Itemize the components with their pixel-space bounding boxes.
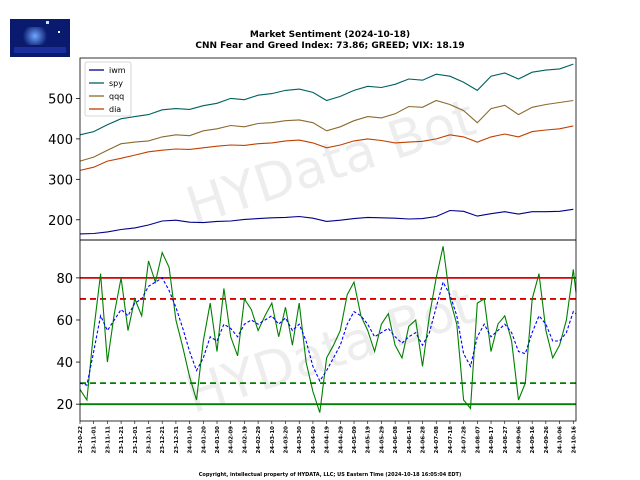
x-tick-label: 24-02-09 [229, 426, 235, 454]
sentiment-series-1 [79, 277, 577, 386]
x-tick-label: 23-11-11 [105, 426, 111, 454]
x-tick-label: 24-10-16 [571, 426, 577, 454]
x-tick-label: 23-10-22 [78, 426, 84, 454]
x-tick-label: 24-10-06 [558, 426, 564, 454]
y-tick-label-bottom: 60 [56, 314, 73, 329]
y-tick-label-top: 500 [48, 92, 73, 107]
y-tick-label-top: 400 [48, 133, 73, 148]
y-tick-label-bottom: 40 [56, 356, 73, 371]
x-tick-label: 24-06-28 [421, 426, 427, 454]
x-tick-label: 24-01-30 [215, 426, 221, 454]
x-tick-label: 24-07-28 [462, 426, 468, 454]
x-tick-label: 24-09-16 [530, 426, 536, 454]
legend-label-iwm: iwm [109, 66, 126, 75]
x-tick-label: 24-07-08 [434, 426, 440, 454]
x-tick-label: 24-08-17 [489, 426, 495, 454]
legend-label-dia: dia [109, 105, 121, 114]
series-line-dia [79, 125, 574, 171]
chart-title-line2: CNN Fear and Greed Index: 73.86; GREED; … [195, 41, 465, 51]
x-tick-label: 24-04-19 [325, 426, 331, 454]
y-tick-label-bottom: 20 [56, 398, 73, 413]
x-tick-label: 24-07-18 [448, 426, 454, 454]
x-tick-label: 24-03-20 [284, 426, 290, 454]
watermark-top: HYData Bot [179, 88, 482, 238]
x-tick-label: 24-09-26 [544, 426, 550, 454]
x-tick-label: 23-12-01 [133, 426, 139, 454]
bottom-axes-frame [79, 239, 577, 422]
x-tick-label: 23-11-21 [119, 426, 125, 454]
x-tick-label: 24-09-06 [516, 426, 522, 454]
x-tick-label: 24-04-09 [311, 426, 317, 454]
x-tick-label: 24-06-08 [393, 426, 399, 454]
x-axis: 23-10-22 23-11-01 23-11-11 23-11-21 23-12-01… [78, 421, 577, 454]
x-tick-label: 24-03-10 [270, 426, 276, 454]
x-tick-label: 24-06-18 [407, 426, 413, 454]
series-line-spy [79, 63, 574, 136]
copyright-footer: Copyright, intellectual property of HYDA… [198, 472, 462, 478]
x-tick-label: 23-12-11 [147, 426, 153, 454]
x-tick-label: 24-04-29 [338, 426, 344, 454]
legend-label-spy: spy [109, 79, 123, 88]
x-tick-label: 24-01-10 [188, 426, 194, 454]
legend-label-qqq: qqq [109, 92, 124, 101]
x-tick-label: 24-08-07 [475, 426, 481, 454]
legend: iwm spy qqq dia [84, 61, 132, 117]
y-tick-label-bottom: 80 [56, 272, 73, 287]
x-tick-label: 24-02-19 [242, 426, 248, 454]
chart-title-line1: Market Sentiment (2024-10-18) [249, 30, 411, 40]
x-tick-label: 24-05-29 [379, 426, 385, 454]
y-tick-label-top: 200 [48, 214, 73, 229]
x-tick-label: 23-11-01 [92, 426, 98, 454]
x-tick-label: 24-05-09 [352, 426, 358, 454]
x-tick-label: 24-02-29 [256, 426, 262, 454]
x-tick-label: 24-03-30 [297, 426, 303, 454]
x-tick-label: 23-12-31 [174, 426, 180, 454]
hydata-logo [10, 19, 70, 57]
x-tick-label: 24-01-20 [201, 426, 207, 454]
series-line-qqq [79, 99, 574, 162]
sentiment-series-0 [79, 246, 577, 413]
x-tick-label: 24-05-19 [366, 426, 372, 454]
legend-box [84, 61, 132, 117]
series-line-iwm [79, 208, 574, 235]
bottom-panel: 20 40 60 80 [56, 239, 577, 422]
top-panel: 200 300 400 500 iwm spy qqq dia [48, 57, 577, 241]
x-tick-label: 24-08-27 [503, 426, 509, 454]
y-tick-label-top: 300 [48, 173, 73, 188]
x-tick-label: 23-12-21 [160, 426, 166, 454]
